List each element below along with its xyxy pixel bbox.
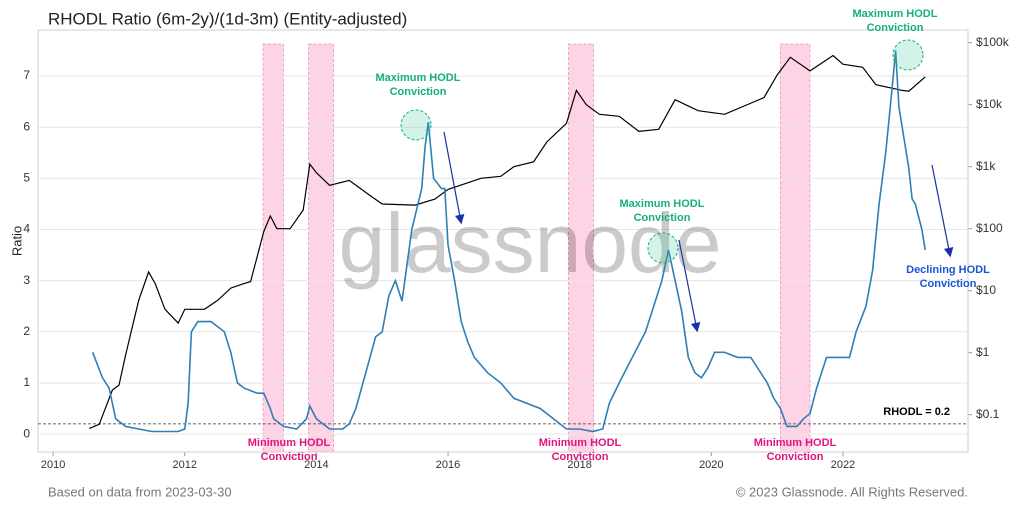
annotation: Maximum HODL <box>620 198 705 210</box>
annotation: Conviction <box>767 451 824 463</box>
y2-tick-label: $0.1 <box>976 407 1000 421</box>
plot-frame <box>37 29 969 453</box>
x-tick-label: 2012 <box>173 459 197 471</box>
annotation: Minimum HODL <box>539 437 622 449</box>
arrow <box>678 239 701 333</box>
annotation: Maximum HODL <box>376 72 461 84</box>
y-tick-label: 6 <box>23 119 30 133</box>
annotation: Minimum HODL <box>248 437 331 449</box>
x-tick-label: 2010 <box>41 459 65 471</box>
annotation: Conviction <box>867 22 924 34</box>
shaded-range <box>568 43 594 453</box>
arrow <box>443 131 465 225</box>
shaded-range <box>780 43 811 453</box>
series-line <box>89 54 926 429</box>
x-tick-label: 2014 <box>304 459 328 471</box>
y-tick-label: 2 <box>23 324 30 338</box>
y-tick-label: 3 <box>23 273 30 287</box>
annotation: Conviction <box>920 278 977 290</box>
watermark: glassnode <box>339 196 722 290</box>
y2-tick-label: $1 <box>976 345 990 359</box>
annotation: Conviction <box>634 212 691 224</box>
y2-tick-label: $100k <box>976 35 1010 49</box>
x-tick-label: 2020 <box>699 459 723 471</box>
x-tick-label: 2016 <box>436 459 460 471</box>
y2-tick-label: $10 <box>976 283 996 297</box>
threshold-label: RHODL = 0.2 <box>883 406 950 418</box>
footer-left: Based on data from 2023-03-30 <box>48 484 232 499</box>
annotation: Maximum HODL <box>853 8 938 20</box>
y-axis-label: Ratio <box>9 226 24 256</box>
x-tick-label: 2022 <box>831 459 855 471</box>
y-tick-label: 4 <box>23 222 30 236</box>
arrow <box>931 164 954 258</box>
series-line <box>91 50 926 433</box>
y2-tick-label: $100 <box>976 221 1003 235</box>
highlight-circle <box>647 232 679 264</box>
shaded-range <box>308 43 334 453</box>
footer-right: © 2023 Glassnode. All Rights Reserved. <box>736 484 968 499</box>
annotation: Minimum HODL <box>754 437 837 449</box>
annotation: Conviction <box>390 86 447 98</box>
annotation: Declining HODL <box>906 264 990 276</box>
y-tick-label: 0 <box>23 426 30 440</box>
y2-tick-label: $10k <box>976 97 1003 111</box>
shaded-range <box>262 43 284 453</box>
y-tick-label: 7 <box>23 68 30 82</box>
highlight-circle <box>400 109 432 141</box>
annotation: Conviction <box>261 451 318 463</box>
annotation: Conviction <box>552 451 609 463</box>
y2-tick-label: $1k <box>976 159 996 173</box>
highlight-circle <box>892 39 924 71</box>
chart-title: RHODL Ratio (6m-2y)/(1d-3m) (Entity-adju… <box>48 9 407 28</box>
y-tick-label: 5 <box>23 171 30 185</box>
x-tick-label: 2018 <box>567 459 591 471</box>
y-tick-label: 1 <box>23 375 30 389</box>
